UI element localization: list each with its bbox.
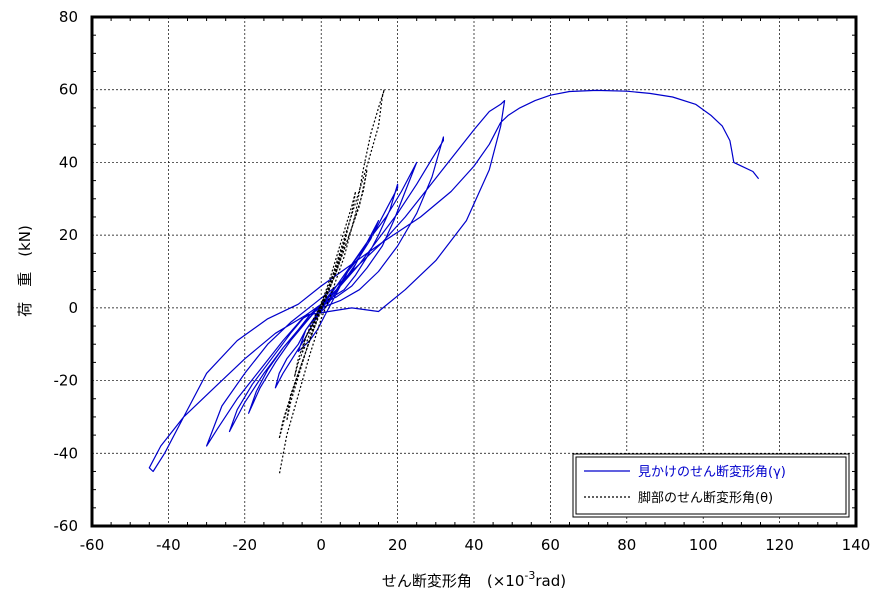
y-tick-label: -40 bbox=[54, 444, 79, 462]
grid-lines bbox=[92, 17, 856, 526]
series-line-0 bbox=[148, 89, 760, 473]
x-tick-label: -20 bbox=[233, 536, 258, 554]
y-tick-label: -20 bbox=[54, 372, 79, 390]
x-tick-labels: -60 -40 -20 0 20 40 60 80 100 120 140 bbox=[80, 536, 871, 554]
legend-box-inner bbox=[575, 456, 847, 515]
legend-label-theta: 脚部のせん断変形角(θ) bbox=[638, 490, 773, 506]
y-tick-label: 0 bbox=[68, 299, 78, 317]
x-axis-label: せん断変形角 (×10-3rad) bbox=[382, 569, 566, 590]
x-tick-label: 80 bbox=[617, 536, 636, 554]
legend: 見かけのせん断変形角(γ) 脚部のせん断変形角(θ) bbox=[572, 453, 850, 518]
y-tick-label: 80 bbox=[59, 8, 78, 26]
y-tick-label: -60 bbox=[54, 517, 79, 535]
x-tick-label: -60 bbox=[80, 536, 105, 554]
y-axis-label: 荷 重 (kN) bbox=[16, 225, 34, 317]
y-tick-labels: -60 -40 -20 0 20 40 60 80 bbox=[54, 8, 79, 535]
tick-marks bbox=[92, 17, 856, 526]
x-tick-label: 40 bbox=[464, 536, 483, 554]
legend-label-gamma: 見かけのせん断変形角(γ) bbox=[638, 464, 786, 480]
x-tick-label: 60 bbox=[541, 536, 560, 554]
y-tick-label: 40 bbox=[59, 153, 78, 171]
x-tick-label: 120 bbox=[765, 536, 794, 554]
legend-box-outer bbox=[572, 453, 850, 518]
x-tick-label: 100 bbox=[689, 536, 718, 554]
series-group bbox=[148, 89, 760, 476]
series-line-1 bbox=[278, 89, 385, 476]
x-tick-label: -40 bbox=[156, 536, 181, 554]
x-tick-label: 20 bbox=[388, 536, 407, 554]
x-tick-label: 0 bbox=[316, 536, 326, 554]
y-tick-label: 60 bbox=[59, 81, 78, 99]
y-tick-label: 20 bbox=[59, 226, 78, 244]
x-tick-label: 140 bbox=[842, 536, 871, 554]
